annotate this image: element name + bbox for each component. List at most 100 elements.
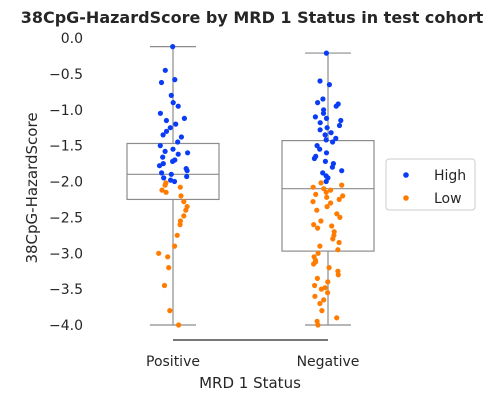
point-high [158,79,165,86]
x-tick-label: Negative [297,354,360,370]
point-low [177,184,183,190]
point-low [312,282,318,289]
point-low [313,191,319,197]
point-high [162,148,168,154]
point-low [314,275,320,281]
point-high [320,96,326,102]
point-low [318,218,324,224]
point-low [334,315,340,321]
point-low [163,189,169,195]
point-low [322,285,328,291]
points [156,44,346,328]
point-high [168,171,174,177]
point-low [329,223,335,229]
point-high [324,125,330,131]
point-high [330,139,336,145]
point-high [162,67,168,73]
point-high [317,120,323,126]
point-low [159,187,165,193]
point-high [159,170,165,176]
legend-marker-high [403,172,409,178]
legend-label-low: Low [434,191,462,207]
point-low [166,265,172,271]
y-axis-label: 38CpG-HazardScore [23,112,41,263]
y-tick-label: −2.0 [49,175,83,191]
point-high [323,178,329,185]
point-low [340,193,346,199]
point-high [163,128,170,134]
point-high [163,117,169,124]
point-high [171,178,178,185]
point-high [339,168,345,174]
point-high [160,154,166,160]
point-high [175,139,181,145]
point-low [183,207,189,213]
legend-label-high: High [434,168,466,184]
point-high [170,158,176,164]
point-low [324,194,330,200]
point-high [315,100,321,106]
point-low [311,222,317,228]
y-tick-label: 0.0 [61,31,83,47]
point-high [175,103,181,109]
point-low [337,214,343,220]
point-high [323,150,330,156]
point-high [323,137,329,143]
point-low [323,189,329,195]
chart-title: 38CpG-HazardScore by MRD 1 Status in tes… [21,8,484,27]
point-high [170,100,176,106]
point-low [181,213,187,219]
point-low [167,308,173,314]
point-high [172,77,178,83]
point-low [330,236,336,242]
y-tick-label: −3.0 [49,246,83,262]
point-low [313,259,319,265]
point-high [317,146,323,152]
point-low [328,187,334,193]
point-high [160,132,166,138]
point-high [167,125,173,131]
point-low [177,222,183,228]
point-low [317,300,323,307]
point-low [324,204,330,210]
point-high [323,50,329,56]
point-high [170,146,176,152]
point-high [312,114,318,120]
y-tick-label: −3.5 [49,282,83,298]
point-high [317,127,323,133]
legend-marker-low [403,195,409,201]
point-high [333,135,339,141]
point-low [328,200,334,206]
point-high [329,164,335,170]
point-high [156,163,163,169]
point-high [175,151,181,157]
box [126,142,220,201]
point-low [336,196,342,202]
point-low [334,211,340,217]
point-high [184,173,190,180]
point-high [338,117,344,124]
point-low [317,243,323,249]
point-low [156,250,162,256]
point-high [320,170,326,176]
point-high [322,132,328,138]
x-tick-labels: Positive Negative [146,354,359,370]
legend-frame [385,158,476,211]
y-tick-label: −1.0 [49,103,83,119]
y-tick-label: −4.0 [49,318,83,334]
x-axis-label: MRD 1 Status [199,374,301,392]
point-low [312,293,318,299]
point-high [181,115,187,121]
point-low [172,243,178,249]
point-low [178,193,184,199]
point-low [310,184,316,190]
point-high [320,110,327,116]
point-high [161,175,167,181]
point-high [157,143,163,149]
x-tick-label: Positive [146,354,200,370]
point-high [311,155,317,162]
point-low [325,290,331,296]
point-low [319,308,325,314]
point-high [317,78,323,84]
